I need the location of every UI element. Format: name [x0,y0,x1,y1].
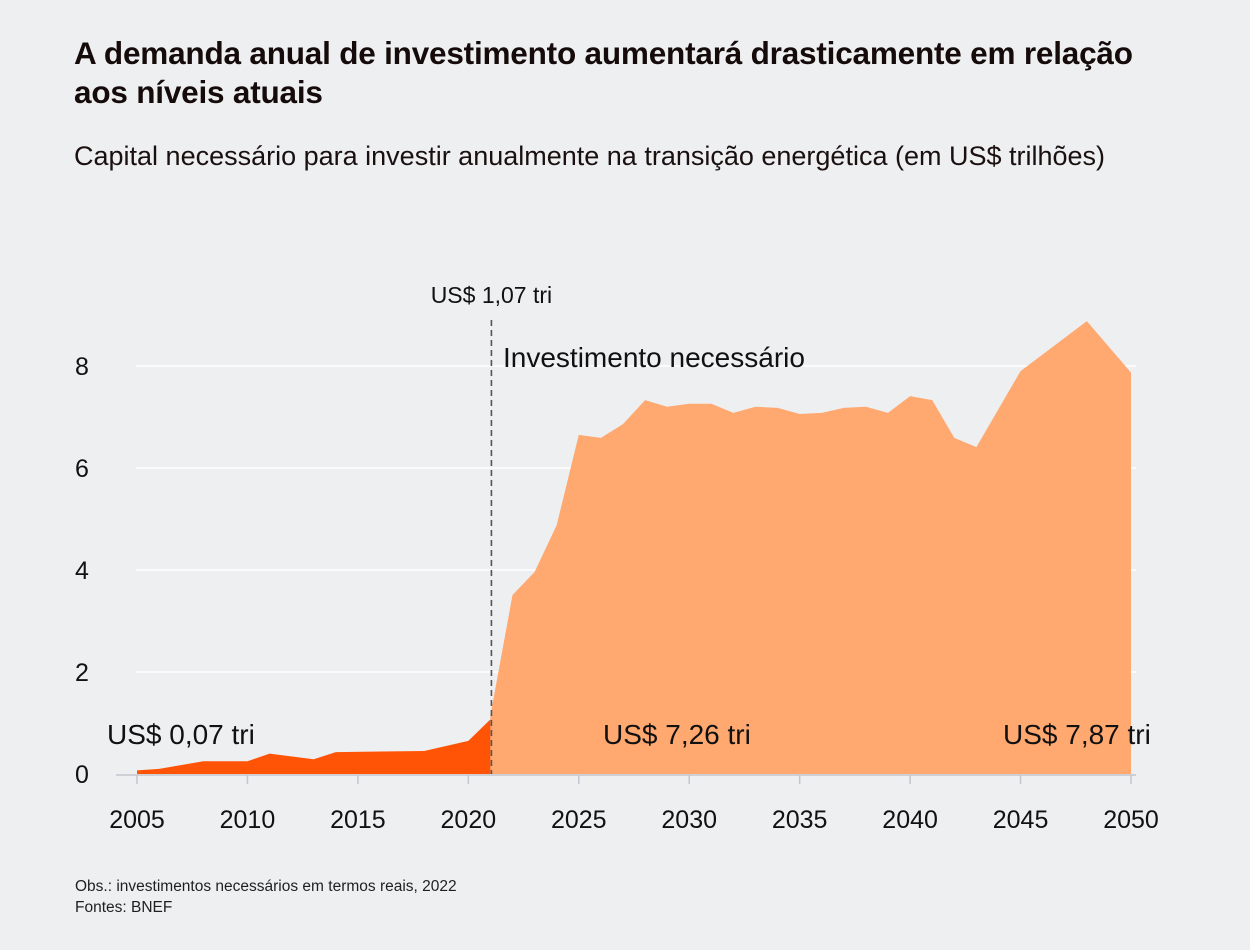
annotation-end-value: US$ 7,87 tri [1003,719,1151,750]
chart-subtitle: Capital necessário para investir anualme… [74,141,1106,171]
x-tick-label-2030: 2030 [661,806,717,834]
x-tick-label-2050: 2050 [1103,806,1159,834]
x-tick-label-2005: 2005 [109,806,165,834]
x-tick-label-2015: 2015 [330,806,386,834]
x-tick-label-2045: 2045 [993,806,1049,834]
area-historical [137,719,491,774]
y-tick-label-4: 4 [75,557,89,585]
y-tick-label-2: 2 [75,659,89,687]
area-required [490,321,1131,774]
y-tick-label-0: 0 [75,761,89,789]
divider-label: US$ 1,07 tri [431,282,552,308]
annotation-investimento-necessario: Investimento necessário [503,342,805,373]
y-tick-label-6: 6 [75,455,89,483]
x-tick-label-2010: 2010 [220,806,276,834]
chart-title: A demanda anual de investimento aumentar… [74,35,1133,110]
x-tick-label-2040: 2040 [882,806,938,834]
footer: Obs.: investimentos necessários em termo… [75,876,457,918]
footer-note: Obs.: investimentos necessários em termo… [75,878,457,895]
area-series [137,321,1131,774]
x-tick-label-2025: 2025 [551,806,607,834]
annotation-start-value: US$ 0,07 tri [107,719,255,750]
x-axis-labels: 2005 2010 2015 2020 2025 2030 2035 2040 2045 2050 [109,806,1159,834]
y-axis-labels: 0 2 4 6 8 [75,353,89,789]
x-axis [116,774,1136,784]
x-tick-label-2020: 2020 [441,806,497,834]
footer-source: Fontes: BNEF [75,899,173,916]
annotation-mid-value: US$ 7,26 tri [603,719,751,750]
x-tick-label-2035: 2035 [772,806,828,834]
y-tick-label-8: 8 [75,353,89,381]
